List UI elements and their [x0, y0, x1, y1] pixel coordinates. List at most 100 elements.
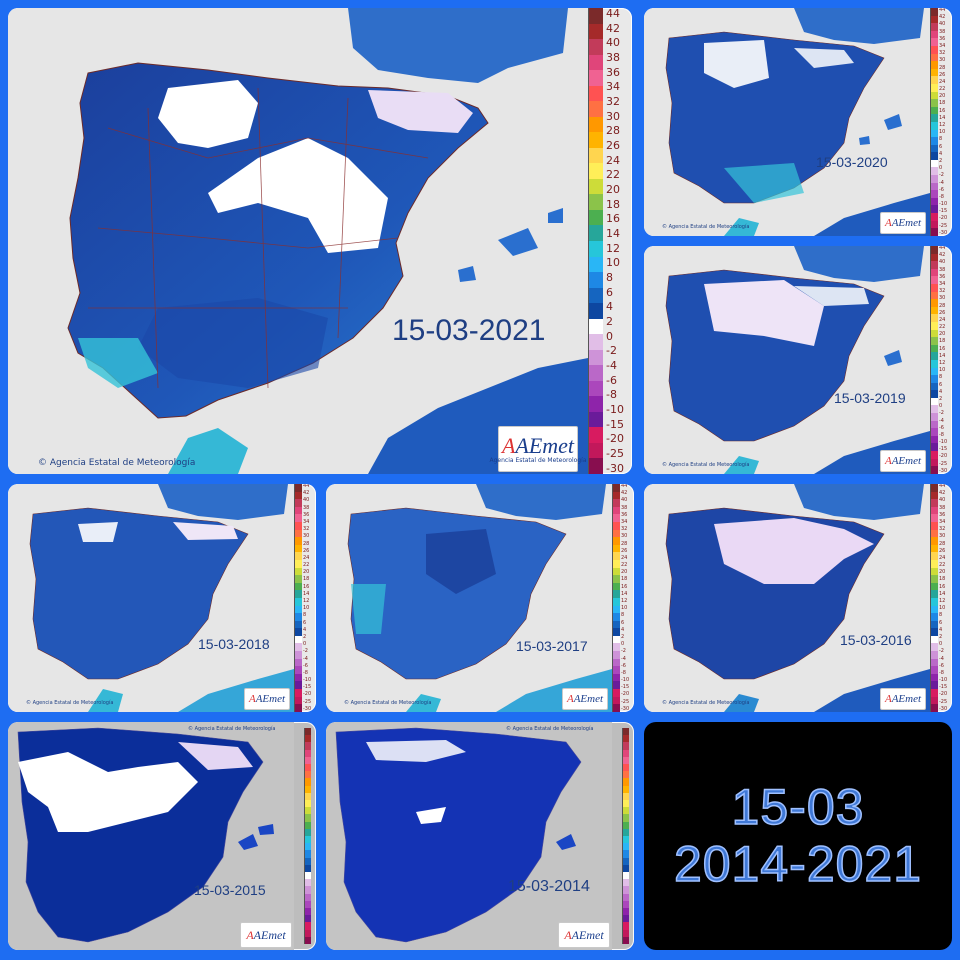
legend-swatch: [295, 529, 302, 538]
credit-2016: © Agencia Estatal de Meteorología: [662, 700, 750, 706]
color-legend-2015: [304, 728, 311, 945]
legend-swatch: [613, 491, 620, 500]
legend-tick-label: 10: [939, 367, 946, 374]
legend-swatch: [931, 45, 938, 54]
legend-swatch: [931, 99, 938, 107]
legend-swatch: [305, 915, 311, 923]
legend-swatch: [295, 651, 302, 659]
legend-tick-label: 28: [939, 540, 946, 547]
legend-tick-label: 38: [606, 51, 620, 65]
legend-swatch: [305, 922, 311, 930]
color-legend-2020: [930, 8, 938, 236]
legend-swatch: [305, 785, 311, 793]
legend-tick-label: 32: [939, 288, 946, 295]
legend-tick-label: -30: [939, 705, 948, 712]
credit-2015: © Agencia Estatal de Meteorología: [188, 726, 276, 732]
legend-swatch: [623, 778, 629, 786]
legend-swatch: [931, 673, 938, 682]
legend-tick-label: -6: [303, 662, 308, 669]
legend-swatch: [623, 857, 629, 865]
legend-swatch: [931, 529, 938, 538]
legend-swatch: [589, 380, 603, 397]
credit-2021: © Agencia Estatal de Meteorología: [38, 458, 196, 468]
legend-ticks-2021: 44 42 40 38 36 34 32 30 28 26 24 22 20 18 16 14 12 10 8 6 4 2…: [606, 8, 632, 474]
aemet-logo-2019: AAEmet: [880, 450, 926, 472]
legend-swatch: [931, 337, 938, 345]
legend-swatch: [931, 359, 938, 368]
legend-tick-label: 6: [621, 619, 625, 626]
legend-tick-label: 26: [939, 309, 946, 316]
legend-swatch: [589, 442, 603, 459]
legend-tick-label: 2: [606, 315, 613, 329]
legend-swatch: [589, 411, 603, 428]
legend-tick-label: 36: [939, 511, 946, 518]
legend-swatch: [589, 85, 603, 102]
collage-title-years: 2014-2021: [673, 835, 923, 892]
legend-swatch: [623, 908, 629, 916]
legend-swatch: [931, 658, 938, 667]
legend-swatch: [931, 666, 938, 674]
temperature-map-2016: [644, 484, 930, 712]
legend-swatch: [931, 268, 938, 277]
credit-2014: © Agencia Estatal de Meteorología: [506, 726, 594, 732]
legend-swatch: [623, 900, 629, 909]
legend-swatch: [931, 506, 938, 515]
legend-tick-label: -4: [939, 417, 944, 424]
legend-swatch: [295, 696, 302, 705]
legend-tick-label: 44: [606, 8, 620, 20]
color-legend-2017: [612, 484, 620, 712]
legend-swatch: [295, 514, 302, 522]
legend-tick-label: 6: [303, 619, 307, 626]
legend-tick-label: 26: [939, 71, 946, 78]
legend-tick-label: 24: [939, 554, 946, 561]
map-panel-2018: 44 42 40 38 36 34 32 30 28 26 24 22 20 18 16 14 12 10 8 6 4 2…: [8, 484, 316, 712]
legend-tick-label: 12: [939, 122, 946, 128]
legend-swatch: [931, 590, 938, 598]
legend-tick-label: 8: [939, 374, 943, 381]
legend-swatch: [931, 76, 938, 84]
legend-swatch: [931, 253, 938, 262]
legend-tick-label: 38: [303, 504, 310, 511]
legend-swatch: [613, 529, 620, 538]
legend-swatch: [931, 390, 938, 398]
map-panel-2020: 44 42 40 38 36 34 32 30 28 26 24 22 20 18 16 14 12 10 8 6 4 2…: [644, 8, 952, 236]
legend-tick-label: 30: [606, 109, 620, 123]
legend-swatch: [931, 582, 938, 591]
legend-tick-label: 44: [939, 246, 946, 251]
legend-ticks-2016: 44 42 40 38 36 34 32 30 28 26 24 22 20 18 16 14 12 10 8 6 4 2…: [939, 484, 952, 712]
legend-swatch: [613, 537, 620, 545]
legend-tick-label: -8: [606, 388, 617, 402]
legend-tick-label: 0: [939, 641, 943, 648]
legend-tick-label: 42: [621, 490, 628, 497]
temperature-map-2018: [8, 484, 294, 712]
legend-swatch: [305, 850, 311, 858]
legend-swatch: [305, 756, 311, 765]
legend-swatch: [305, 814, 311, 822]
legend-swatch: [623, 814, 629, 822]
logo-subtitle: Agencia Estatal de Meteorología: [489, 456, 587, 464]
legend-swatch: [931, 514, 938, 522]
legend-swatch: [623, 850, 629, 858]
legend-swatch: [623, 936, 629, 945]
legend-swatch: [589, 70, 603, 86]
legend-tick-label: -10: [606, 403, 624, 417]
legend-swatch: [931, 8, 938, 16]
legend-swatch: [295, 567, 302, 576]
legend-swatch: [305, 879, 311, 887]
legend-tick-label: 20: [606, 183, 620, 197]
legend-tick-label: -8: [939, 431, 944, 438]
legend-tick-label: -6: [621, 662, 626, 669]
legend-tick-label: 4: [606, 300, 613, 314]
legend-tick-label: 0: [303, 641, 307, 648]
legend-swatch: [589, 225, 603, 241]
legend-tick-label: -15: [939, 446, 948, 453]
legend-tick-label: 14: [303, 590, 310, 597]
legend-swatch: [931, 643, 938, 652]
legend-tick-label: 6: [939, 143, 943, 150]
legend-tick-label: 12: [621, 598, 628, 604]
legend-swatch: [623, 749, 629, 757]
legend-tick-label: 42: [303, 490, 310, 497]
legend-tick-label: 6: [606, 285, 613, 299]
color-legend-2014: [622, 728, 629, 945]
legend-swatch: [931, 137, 938, 145]
